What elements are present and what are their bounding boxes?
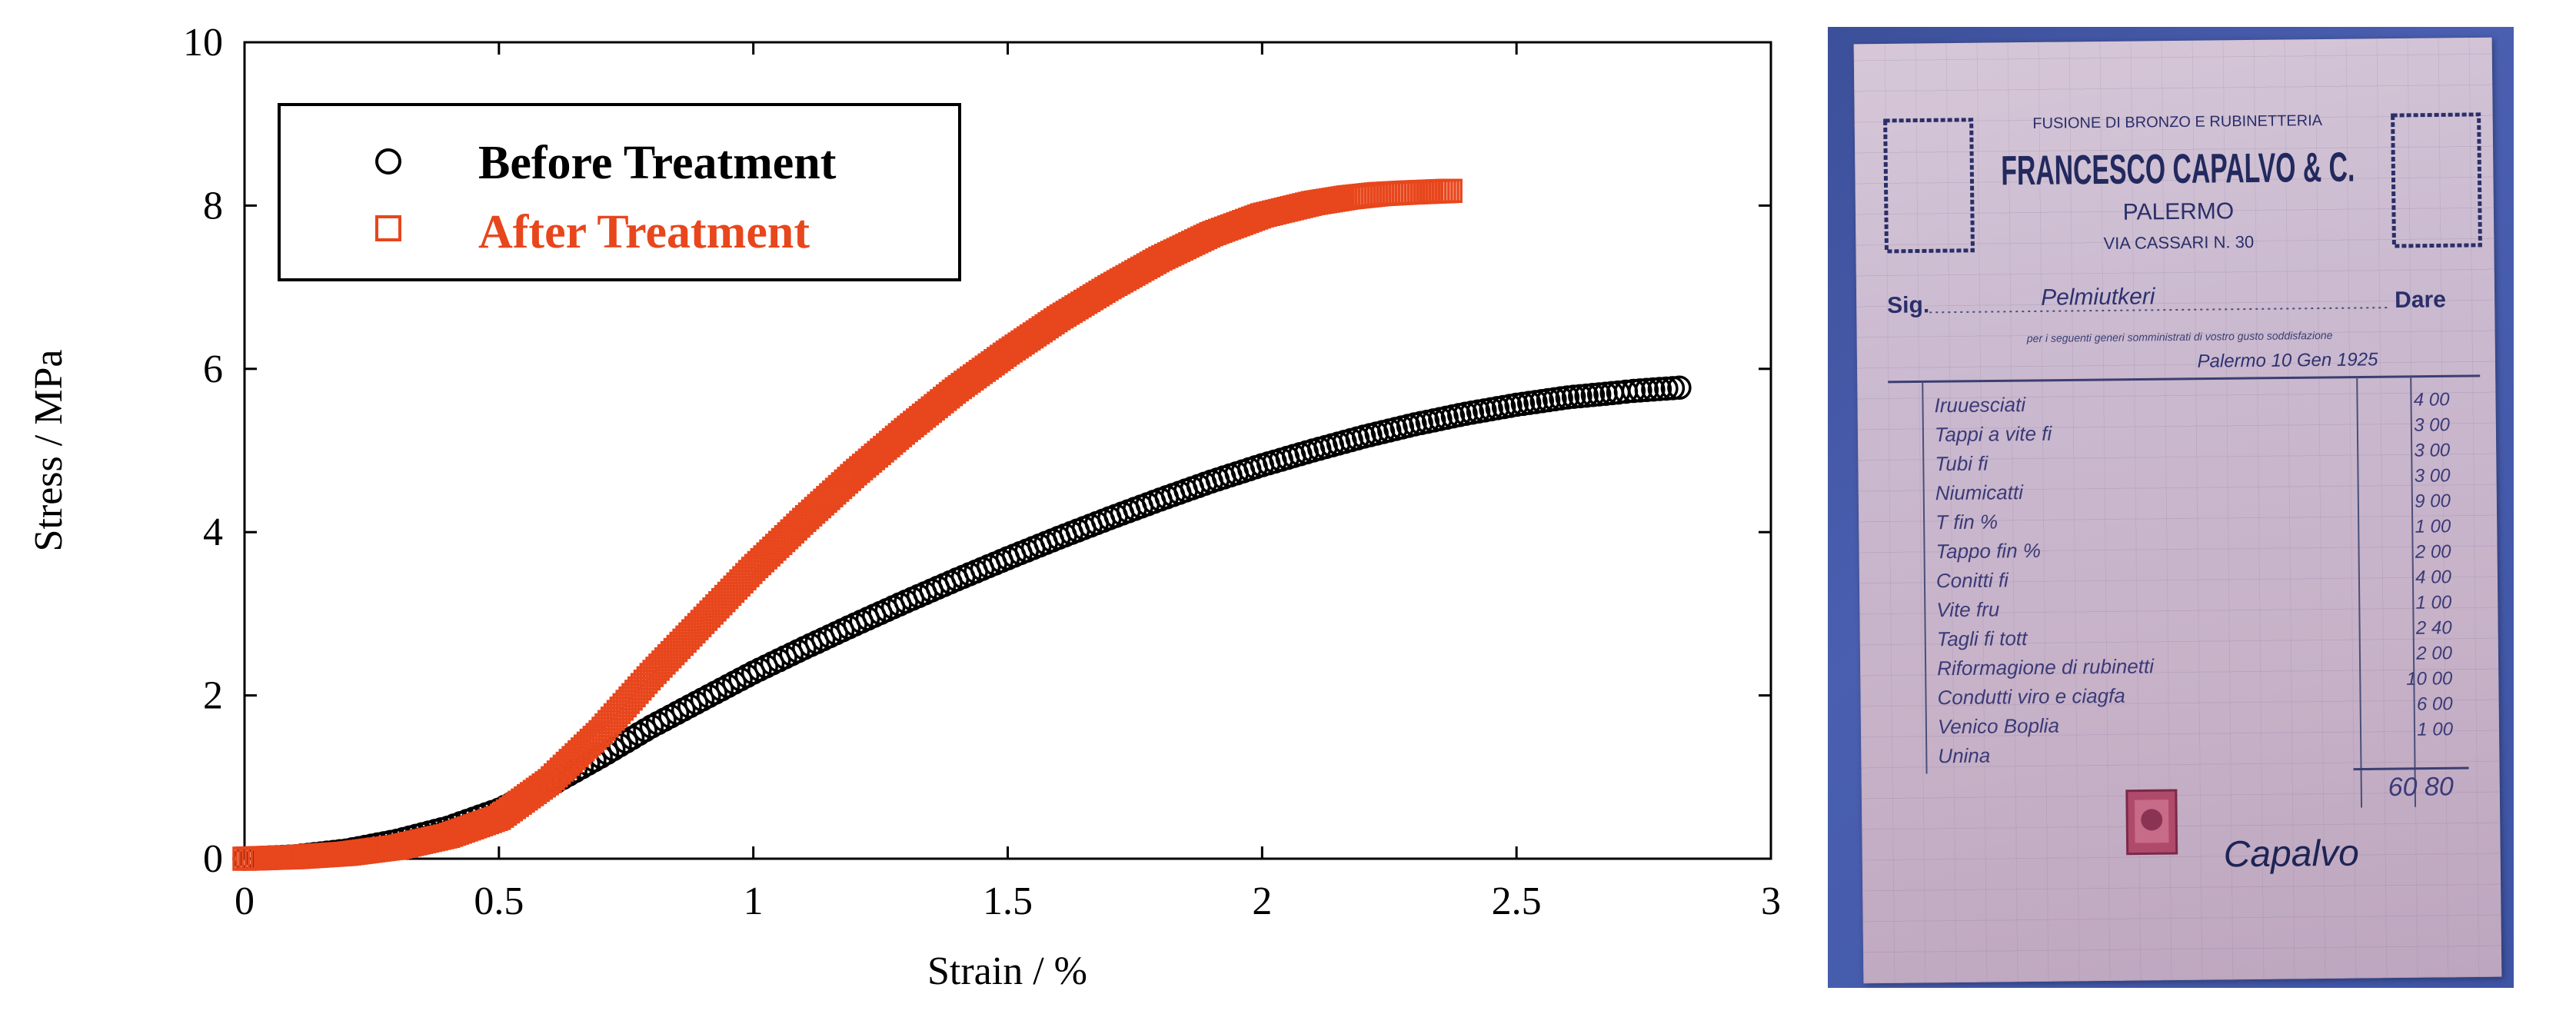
invoice-item-line: T fin % (1935, 510, 1998, 534)
x-tick-label: 1 (744, 879, 764, 923)
data-point-before-treatment (1621, 378, 1646, 404)
invoice-item-line: Tappi a vite fi (1935, 422, 2053, 447)
x-tick-label: 0.5 (474, 879, 524, 923)
invoice-amount: 2 00 (2415, 541, 2452, 563)
data-points (232, 178, 1692, 871)
legend-marker-after (375, 215, 401, 241)
invoice-item-line: Tappo fin % (1935, 539, 2041, 563)
invoice-dare-label: Dare (2395, 287, 2446, 313)
x-tick-label: 2 (1252, 879, 1272, 923)
x-tick-label: 0 (235, 879, 255, 923)
x-axis-label: Strain / % (927, 949, 1087, 993)
invoice-item-line: Conitti fi (1936, 568, 2009, 592)
y-axis-label: Stress / MPa (27, 350, 71, 552)
invoice-line-text: per i seguenti generi somministrati di v… (2026, 329, 2333, 344)
axis-ticks: 0 0.5 1 1.5 2 2.5 3 0 2 4 6 8 10 (183, 21, 1781, 923)
invoice-paper: FUSIONE DI BRONZO E RUBINETTERIA FRANCES… (1853, 37, 2502, 984)
invoice-amount: 3 00 (2415, 465, 2451, 486)
data-point-before-treatment (1628, 378, 1652, 403)
invoice-amount: 3 00 (2414, 414, 2451, 435)
data-point-after-treatment (1438, 178, 1463, 204)
legend: Before Treatment After Treatment (278, 103, 961, 281)
invoice-place-date: Palermo 10 Gen 1925 (2197, 349, 2378, 371)
legend-label-after: After Treatment (478, 206, 810, 258)
invoice-total: 60 80 (2388, 772, 2454, 802)
invoice-items: Iruuesciati Tappi a vite fi Tubi fi Niumica… (1934, 393, 2155, 768)
invoice-photo: FUSIONE DI BRONZO E RUBINETTERIA FRANCES… (1828, 27, 2514, 988)
invoice-city: PALERMO (2123, 198, 2235, 225)
sig-dotted-line (1929, 307, 2388, 314)
invoice-amount: 1 00 (2415, 592, 2452, 613)
data-point-before-treatment (1667, 375, 1692, 400)
invoice-amount: 3 00 (2414, 440, 2451, 460)
legend-marker-before (375, 148, 401, 175)
col-rule-3 (2410, 376, 2417, 807)
invoice-amount: 4 00 (2414, 389, 2451, 410)
y-tick-label: 4 (203, 510, 223, 554)
invoice-amount: 2 40 (2415, 617, 2453, 639)
invoice-item-line: Condutti viro e ciagfa (1937, 684, 2125, 710)
invoice-recipient: Pelmiutkeri (2041, 284, 2156, 311)
data-point-before-treatment (1641, 377, 1666, 402)
right-ornament-box (2391, 112, 2482, 248)
x-tick-label: 3 (1761, 879, 1781, 923)
data-point-before-treatment (1660, 376, 1686, 401)
data-point-before-treatment (1647, 377, 1672, 401)
stress-strain-chart: 0 0.5 1 1.5 2 2.5 3 0 2 4 6 8 10 Strain / % Stress /… (27, 21, 1781, 993)
left-ornament-box (1883, 118, 1975, 254)
y-tick-label: 10 (183, 21, 223, 65)
invoice-company: FRANCESCO CAPALVO & C. (2001, 145, 2355, 194)
invoice-item-line: Niumicatti (1935, 480, 2025, 504)
col-rule-1 (1922, 381, 1928, 774)
x-tick-label: 2.5 (1492, 879, 1542, 923)
col-rule-2 (2356, 377, 2363, 808)
invoice-amount: 6 00 (2417, 693, 2454, 714)
y-tick-label: 0 (203, 837, 223, 881)
invoice-address: VIA CASSARI N. 30 (2103, 232, 2254, 253)
legend-box (278, 103, 961, 281)
legend-label-before: Before Treatment (478, 137, 837, 189)
invoice-signature: Capalvo (2223, 833, 2359, 876)
revenue-stamp (2125, 789, 2178, 856)
invoice-sig-label: Sig. (1887, 292, 1929, 318)
total-rule (2353, 766, 2469, 771)
invoice-item-line: Riformagione di rubinetti (1937, 654, 2155, 680)
invoice-item-line: Vite fru (1936, 597, 1999, 621)
invoice-amount: 1 00 (2415, 516, 2451, 537)
invoice-amount: 4 00 (2415, 567, 2452, 587)
invoice-item-line: Iruuesciati (1934, 393, 2026, 417)
invoice-item-line: Venico Boplia (1938, 714, 2059, 739)
invoice-amount: 10 00 (2406, 668, 2453, 690)
y-tick-label: 6 (203, 347, 223, 391)
invoice-item-line: Tubi fi (1935, 452, 1989, 476)
x-tick-label: 1.5 (983, 879, 1033, 923)
invoice-amounts: 4 00 3 00 3 00 3 00 9 00 1 00 2 00 4 00 1 00 2 40… (2388, 389, 2454, 802)
y-tick-label: 8 (203, 184, 223, 228)
invoice-header-top: FUSIONE DI BRONZO E RUBINETTERIA (2032, 112, 2323, 132)
invoice-amount: 2 00 (2415, 643, 2453, 664)
invoice-amount: 1 00 (2417, 719, 2454, 740)
invoice-item-line: Unina (1938, 744, 1990, 768)
y-tick-label: 2 (203, 674, 223, 718)
data-point-before-treatment (1654, 376, 1679, 401)
header-rule (1888, 374, 2481, 384)
data-point-before-treatment (1634, 377, 1659, 403)
invoice-item-line: Tagli fi tott (1937, 627, 2029, 650)
invoice-amount: 9 00 (2415, 490, 2451, 511)
